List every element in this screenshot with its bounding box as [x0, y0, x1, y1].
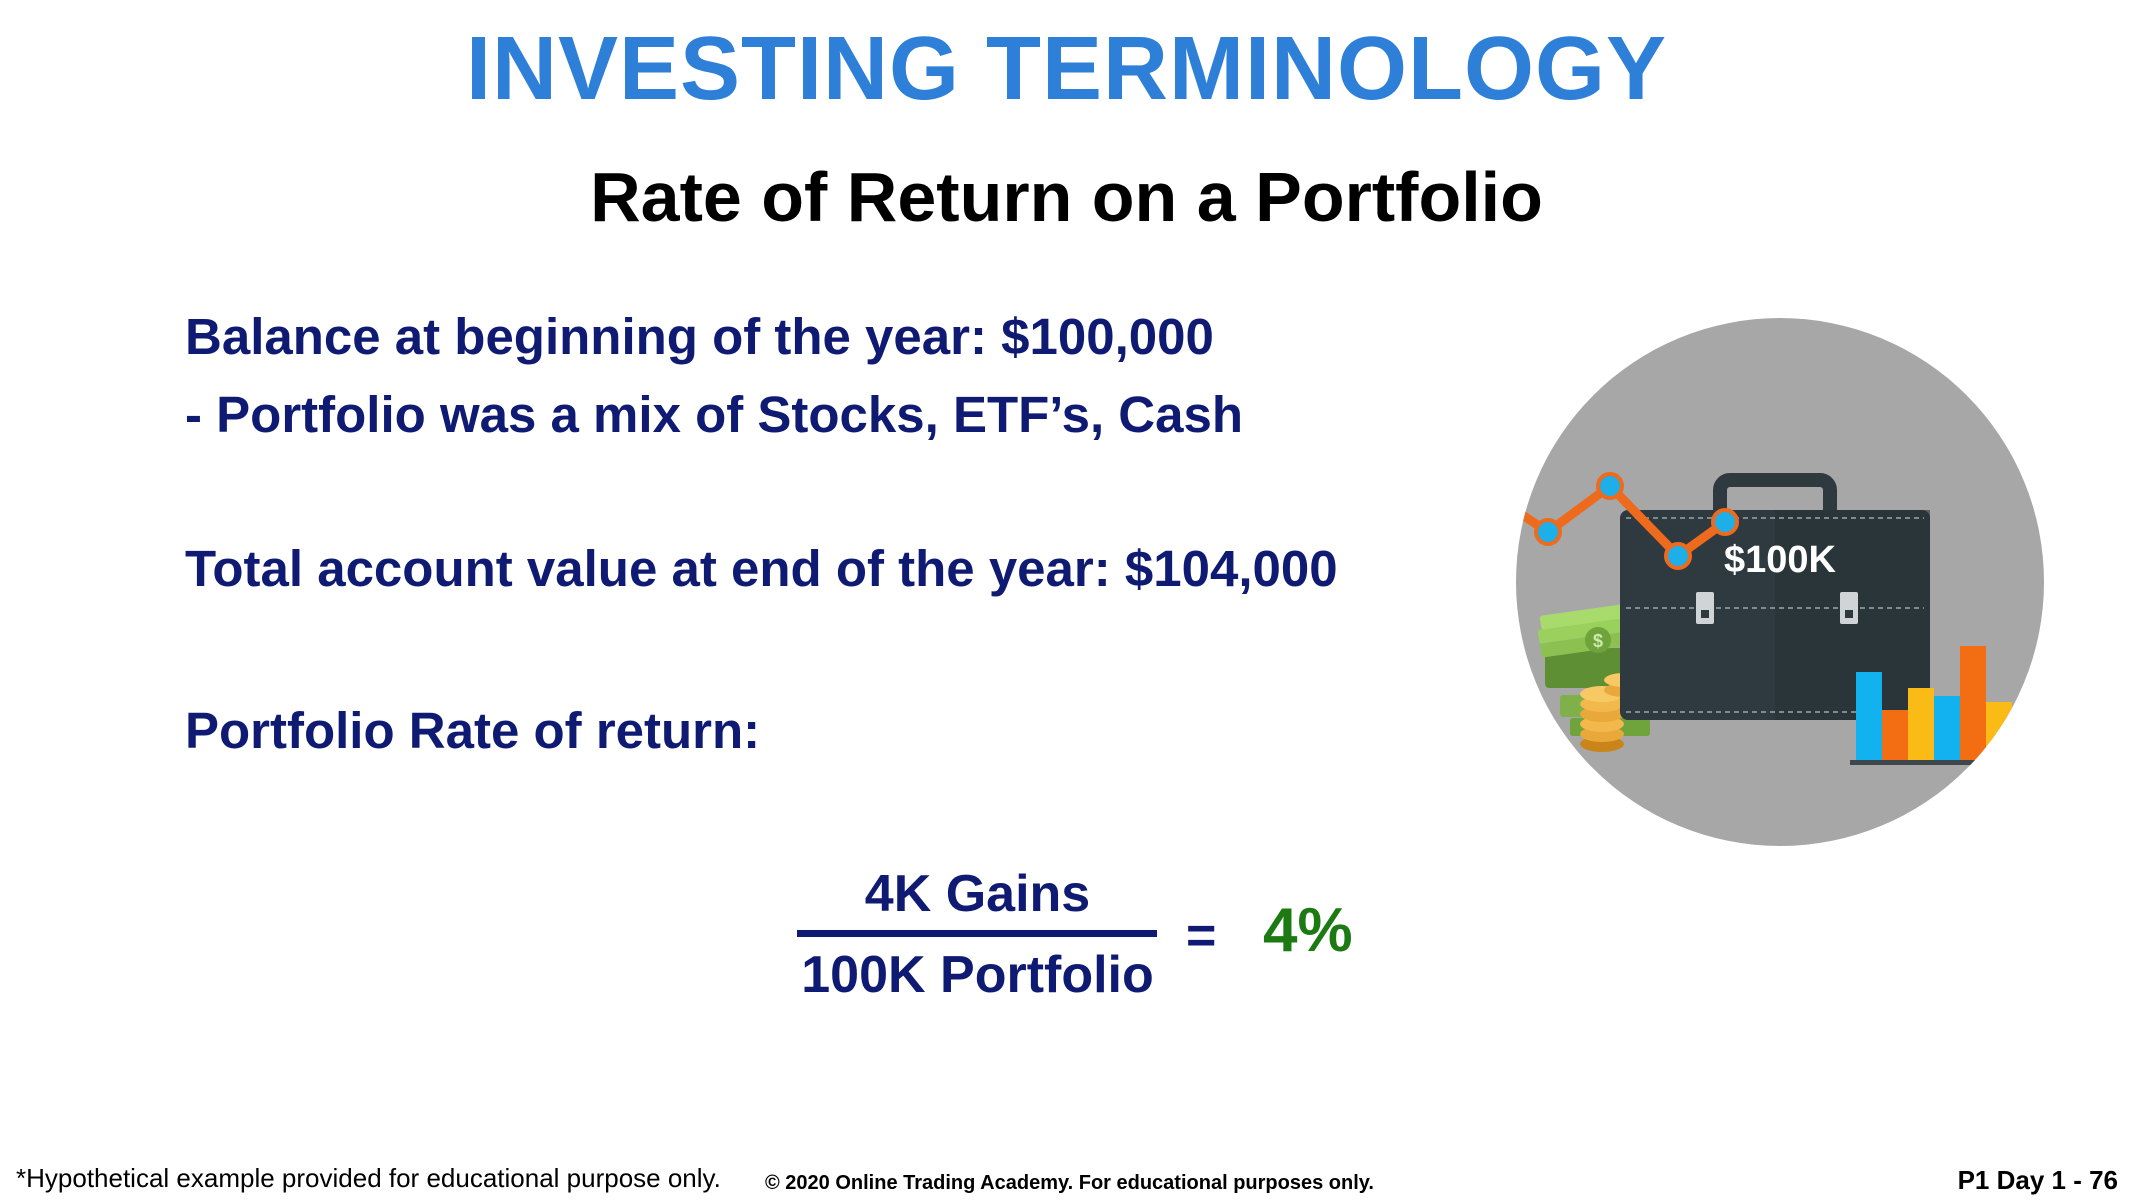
rate-of-return-label: Portfolio Rate of return:: [185, 702, 761, 759]
slide-subtitle: Rate of Return on a Portfolio: [590, 158, 1543, 236]
beginning-balance-line: Balance at beginning of the year: $100,0…: [185, 308, 1214, 365]
end-value-line: Total account value at end of the year: …: [185, 540, 1338, 597]
equals-sign: =: [1186, 907, 1217, 965]
fraction-denominator: 100K Portfolio: [801, 946, 1154, 1004]
dollar-sign-icon: $: [1593, 631, 1603, 651]
disclaimer-footnote: *Hypothetical example provided for educa…: [16, 1163, 721, 1193]
portfolio-illustration: $: [1500, 310, 2060, 870]
page-number: P1 Day 1 - 76: [1957, 1165, 2118, 1195]
slide-title: INVESTING TERMINOLOGY: [465, 19, 1668, 119]
portfolio-mix-line: - Portfolio was a mix of Stocks, ETF’s, …: [185, 386, 1244, 443]
briefcase-icon: $100K: [1620, 473, 1930, 720]
trend-line-icon: [1516, 472, 1739, 570]
rate-result: 4%: [1263, 896, 1353, 965]
copyright-notice: © 2020 Online Trading Academy. For educa…: [765, 1172, 1374, 1194]
bar-chart-icon: [1850, 646, 2012, 765]
portfolio-illustration-graphic: $: [1516, 318, 2044, 846]
fraction-bar: [797, 930, 1157, 937]
briefcase-amount-label: $100K: [1724, 539, 1837, 581]
fraction-numerator: 4K Gains: [864, 865, 1091, 923]
